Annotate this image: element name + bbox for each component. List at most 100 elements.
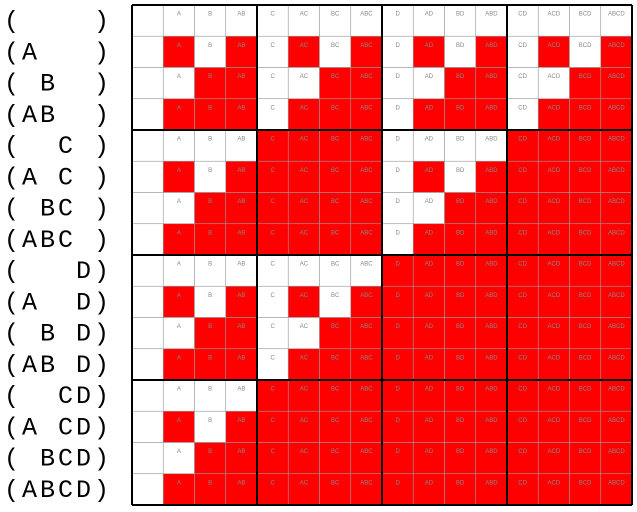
- cell: [162, 67, 195, 100]
- cell-label: BC: [331, 137, 340, 143]
- cell: [569, 192, 602, 225]
- cell-label: CD: [518, 449, 527, 455]
- cell: [350, 98, 383, 131]
- cell: [412, 192, 445, 225]
- cell: [412, 379, 445, 412]
- cell: [537, 4, 570, 37]
- cell-label: AB: [237, 43, 245, 49]
- cell: [381, 254, 414, 287]
- cell: [444, 410, 477, 443]
- cell: [194, 129, 227, 162]
- cell: [506, 254, 539, 287]
- cell: [569, 254, 602, 287]
- cell: [412, 442, 445, 475]
- cell-label: BCD: [579, 105, 592, 111]
- cell: [194, 160, 227, 193]
- cell: [194, 192, 227, 225]
- cell: [506, 67, 539, 100]
- cell: [444, 98, 477, 131]
- cell-label: D: [395, 262, 400, 268]
- cell: [381, 410, 414, 443]
- cell-label: B: [208, 262, 212, 268]
- cell-label: ABCD: [608, 324, 625, 330]
- cell-label: BD: [456, 293, 465, 299]
- cell: [381, 98, 414, 131]
- cell: [287, 160, 320, 193]
- cell: [131, 192, 164, 225]
- cell-label: A: [177, 12, 181, 18]
- cell-label: AB: [237, 74, 245, 80]
- cell-label: A: [177, 418, 181, 424]
- cell-label: ABC: [360, 355, 373, 361]
- cell-label: ABD: [485, 105, 498, 111]
- cell-label: ABC: [360, 12, 373, 18]
- cell: [162, 285, 195, 318]
- cell: [475, 129, 508, 162]
- cell: [600, 473, 633, 506]
- cell-label: D: [395, 230, 400, 236]
- cell-label: AB: [237, 418, 245, 424]
- cell: [319, 442, 352, 475]
- cell-label: ABD: [485, 324, 498, 330]
- cell-label: ACD: [548, 480, 561, 486]
- cell-label: CD: [518, 293, 527, 299]
- cell-label: ABC: [360, 387, 373, 393]
- cell: [256, 35, 289, 68]
- cell: [537, 348, 570, 381]
- cell: [256, 317, 289, 350]
- cell-label: B: [208, 387, 212, 393]
- cell: [350, 285, 383, 318]
- cell-label: ABD: [485, 74, 498, 80]
- cell: [412, 67, 445, 100]
- cell: [600, 98, 633, 131]
- cell-label: C: [270, 74, 275, 80]
- cell: [506, 4, 539, 37]
- cell-label: ABC: [360, 43, 373, 49]
- cell-label: ABC: [360, 74, 373, 80]
- cell-label: BC: [331, 449, 340, 455]
- cell: [381, 4, 414, 37]
- cell-label: AC: [300, 387, 309, 393]
- cell-label: AD: [425, 480, 434, 486]
- cell-label: A: [177, 262, 181, 268]
- cell-label: BD: [456, 324, 465, 330]
- cell-label: CD: [518, 262, 527, 268]
- cell-label: ABCD: [608, 43, 625, 49]
- cell: [256, 410, 289, 443]
- cell: [131, 317, 164, 350]
- cell-label: BC: [331, 168, 340, 174]
- cell: [600, 35, 633, 68]
- cell-label: BCD: [579, 137, 592, 143]
- cell-label: BCD: [579, 168, 592, 174]
- cell: [131, 285, 164, 318]
- cell: [225, 4, 258, 37]
- cell-label: BD: [456, 418, 465, 424]
- cell: [350, 317, 383, 350]
- cell: [287, 379, 320, 412]
- cell: [475, 254, 508, 287]
- cell: [225, 379, 258, 412]
- cell-label: ABC: [360, 230, 373, 236]
- cell-label: CD: [518, 105, 527, 111]
- cell: [350, 348, 383, 381]
- cell: [412, 223, 445, 256]
- cell-label: CD: [518, 418, 527, 424]
- cell-label: D: [395, 199, 400, 205]
- cell: [162, 160, 195, 193]
- cell: [569, 35, 602, 68]
- row-label: ( BC ): [4, 195, 112, 224]
- cell: [131, 98, 164, 131]
- cell-label: C: [270, 449, 275, 455]
- cell: [319, 160, 352, 193]
- cell-label: BC: [331, 262, 340, 268]
- cell-label: B: [208, 74, 212, 80]
- cell: [287, 129, 320, 162]
- cell: [569, 160, 602, 193]
- cell-label: AD: [425, 449, 434, 455]
- cell-label: ABC: [360, 137, 373, 143]
- cell: [319, 98, 352, 131]
- cell: [131, 348, 164, 381]
- cell-label: BD: [456, 355, 465, 361]
- cell-label: C: [270, 230, 275, 236]
- cell-label: AC: [300, 480, 309, 486]
